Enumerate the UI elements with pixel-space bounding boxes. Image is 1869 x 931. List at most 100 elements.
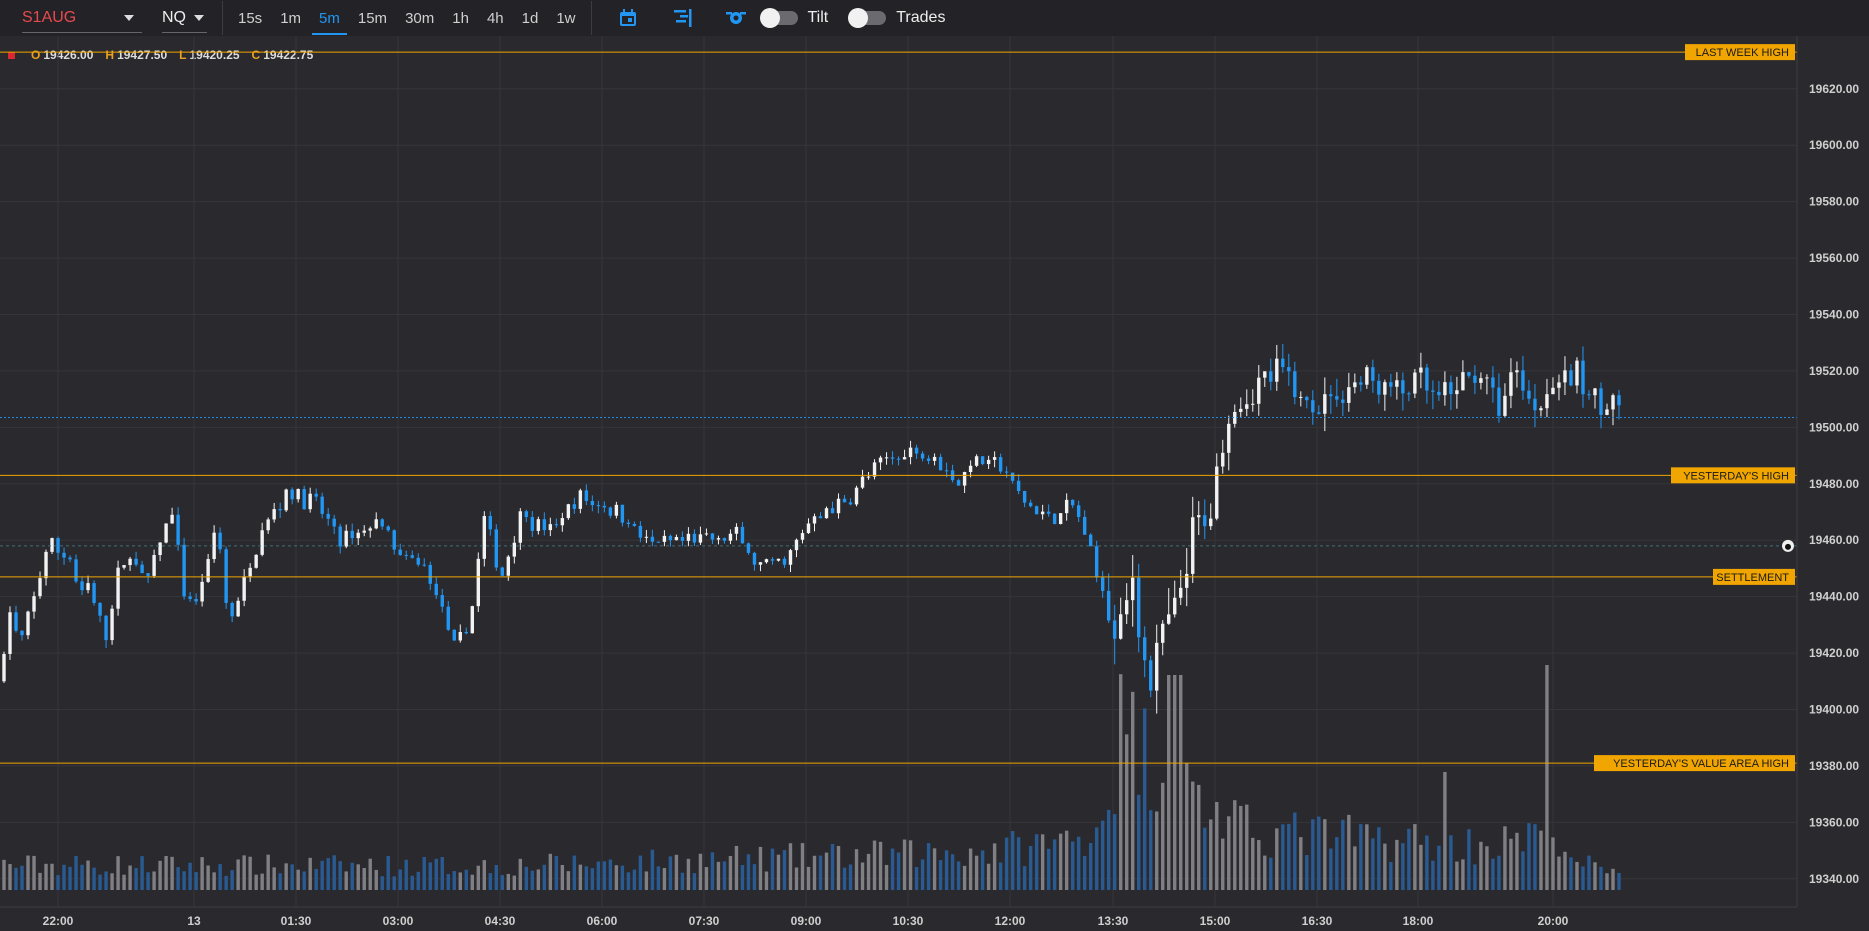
x-tick-label: 15:00 bbox=[1200, 914, 1231, 928]
volume-bar bbox=[1599, 866, 1603, 890]
volume-bar bbox=[896, 852, 901, 890]
volume-bar bbox=[692, 873, 697, 890]
volume-bar bbox=[284, 863, 288, 890]
timeframe-30m[interactable]: 30m bbox=[405, 9, 435, 27]
tilt-switch[interactable] bbox=[759, 8, 798, 28]
candle-body bbox=[116, 567, 120, 609]
y-tick-label: 19360.00 bbox=[1809, 815, 1859, 829]
candle-body bbox=[980, 456, 985, 465]
candle-body bbox=[500, 567, 505, 576]
candle-body bbox=[1287, 367, 1291, 372]
volume-bar bbox=[716, 861, 721, 890]
y-tick-label: 19440.00 bbox=[1809, 590, 1859, 604]
timeframe-1d[interactable]: 1d bbox=[521, 9, 539, 27]
volume-bar bbox=[542, 864, 547, 890]
candle-body bbox=[548, 524, 553, 531]
volume-bar bbox=[914, 867, 919, 890]
volume-bar bbox=[1557, 856, 1561, 890]
candle-body bbox=[1437, 391, 1441, 396]
candle-body bbox=[1317, 412, 1321, 414]
price-chart[interactable]: LAST WEEK HIGH19633.00YESTERDAY'S HIGH19… bbox=[0, 36, 1869, 931]
volume-bar bbox=[1167, 675, 1171, 890]
volume-bar bbox=[398, 869, 402, 890]
timeframe-15m[interactable]: 15m bbox=[357, 9, 388, 27]
candle-body bbox=[494, 529, 499, 568]
candle-body bbox=[1527, 390, 1531, 399]
timeframe-15s[interactable]: 15s bbox=[238, 9, 263, 27]
volume-bar bbox=[890, 848, 895, 890]
x-tick-label: 13:30 bbox=[1098, 914, 1129, 928]
volume-bar bbox=[584, 866, 589, 890]
calendar-icon[interactable] bbox=[608, 0, 648, 36]
volume-bar bbox=[152, 871, 156, 890]
volume-bar bbox=[1383, 843, 1387, 890]
candle-body bbox=[710, 533, 715, 540]
volume-bar bbox=[734, 845, 739, 890]
volume-bar bbox=[218, 864, 222, 890]
indicators-icon[interactable] bbox=[662, 0, 702, 36]
timeframe-1h[interactable]: 1h bbox=[452, 9, 469, 27]
candle-body bbox=[908, 447, 913, 458]
volume-bar bbox=[212, 872, 216, 890]
x-tick-label: 03:00 bbox=[383, 914, 414, 928]
timeframe-5m[interactable]: 5m bbox=[310, 0, 349, 36]
candle-body bbox=[542, 519, 547, 531]
volume-bar bbox=[332, 855, 336, 890]
volume-bar bbox=[986, 863, 991, 890]
volume-bar bbox=[1022, 866, 1027, 890]
volume-bar bbox=[416, 871, 420, 890]
candle-body bbox=[458, 632, 462, 641]
candle-body bbox=[176, 514, 180, 545]
ohlc-high-key: H bbox=[105, 48, 115, 62]
candle-body bbox=[38, 578, 42, 597]
candle-body bbox=[1443, 382, 1447, 396]
settings-icon[interactable] bbox=[716, 0, 756, 36]
volume-bar bbox=[1497, 855, 1501, 890]
volume-bar bbox=[1407, 828, 1411, 890]
candle-body bbox=[308, 493, 312, 510]
toolbar-divider bbox=[590, 1, 592, 35]
candle-body bbox=[1058, 513, 1063, 525]
candle-body bbox=[314, 493, 318, 497]
volume-bar bbox=[1155, 811, 1159, 890]
volume-bar bbox=[146, 872, 150, 890]
timeframe-1w[interactable]: 1w bbox=[556, 9, 576, 27]
volume-bar bbox=[1479, 841, 1483, 890]
candle-body bbox=[1239, 408, 1243, 412]
candle-body bbox=[344, 530, 348, 547]
volume-bar bbox=[992, 843, 997, 890]
x-tick-label: 18:00 bbox=[1403, 914, 1434, 928]
timeframe-4h[interactable]: 4h bbox=[486, 9, 504, 27]
volume-bar bbox=[176, 867, 180, 890]
volume-bar bbox=[440, 857, 444, 890]
volume-bar bbox=[1112, 814, 1117, 890]
tilt-label: Tilt bbox=[807, 9, 829, 26]
volume-bar bbox=[938, 860, 943, 890]
root-symbol-dropdown[interactable]: NQ bbox=[150, 0, 222, 36]
volume-bar bbox=[326, 858, 330, 890]
trades-toggle[interactable]: Trades bbox=[848, 0, 945, 36]
candle-body bbox=[206, 559, 210, 582]
candle-body bbox=[1269, 371, 1273, 382]
switch-knob bbox=[759, 8, 780, 28]
volume-bar bbox=[248, 856, 252, 890]
volume-bar bbox=[962, 865, 967, 890]
candle-body bbox=[1521, 370, 1525, 391]
candle-body bbox=[932, 456, 937, 461]
candle-body bbox=[1070, 499, 1075, 506]
symbol-dropdown[interactable]: S1AUG bbox=[0, 0, 150, 36]
candle-body bbox=[602, 505, 607, 508]
tilt-toggle[interactable]: Tilt bbox=[759, 0, 829, 36]
volume-bar bbox=[314, 868, 318, 890]
volume-bar bbox=[500, 875, 505, 890]
candle-body bbox=[1088, 534, 1093, 547]
candle-body bbox=[530, 517, 535, 531]
level-label-box bbox=[1713, 568, 1795, 585]
trades-switch[interactable] bbox=[848, 8, 887, 28]
candle-body bbox=[872, 462, 877, 477]
timeframe-1m[interactable]: 1m bbox=[280, 9, 302, 27]
candle-body bbox=[614, 504, 619, 516]
volume-bar bbox=[206, 865, 210, 890]
volume-bar bbox=[464, 869, 468, 890]
candle-body bbox=[200, 581, 204, 602]
